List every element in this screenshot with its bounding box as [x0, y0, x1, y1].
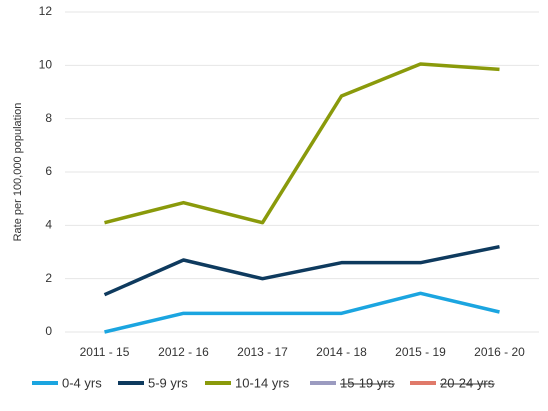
- line-series: [104, 62, 500, 225]
- legend-label: 5-9 yrs: [148, 375, 188, 390]
- y-tick-label: 10: [39, 58, 53, 72]
- legend-label: 10-14 yrs: [235, 375, 290, 390]
- y-tick-label: 4: [45, 218, 52, 232]
- y-axis-label: Rate per 100,000 population: [12, 103, 24, 242]
- y-tick-label: 6: [45, 164, 52, 178]
- x-tick-label: 2015 - 19: [395, 345, 446, 359]
- x-tick-label: 2011 - 15: [80, 345, 130, 359]
- line-series: [103, 244, 500, 297]
- legend-label: 0-4 yrs: [62, 375, 102, 390]
- y-tick-label: 12: [39, 4, 53, 18]
- x-tick-label: 2014 - 18: [316, 345, 367, 359]
- x-tick-label: 2013 - 17: [237, 345, 288, 359]
- y-tick-label: 0: [45, 324, 52, 338]
- x-tick-label: 2016 - 20: [474, 345, 525, 359]
- line-series: [104, 291, 500, 334]
- x-tick-label: 2012 - 16: [158, 345, 209, 359]
- y-tick-label: 2: [45, 271, 52, 285]
- legend-label: 20-24 yrs: [440, 375, 495, 390]
- y-tick-label: 8: [45, 111, 52, 125]
- legend-label: 15-19 yrs: [340, 375, 395, 390]
